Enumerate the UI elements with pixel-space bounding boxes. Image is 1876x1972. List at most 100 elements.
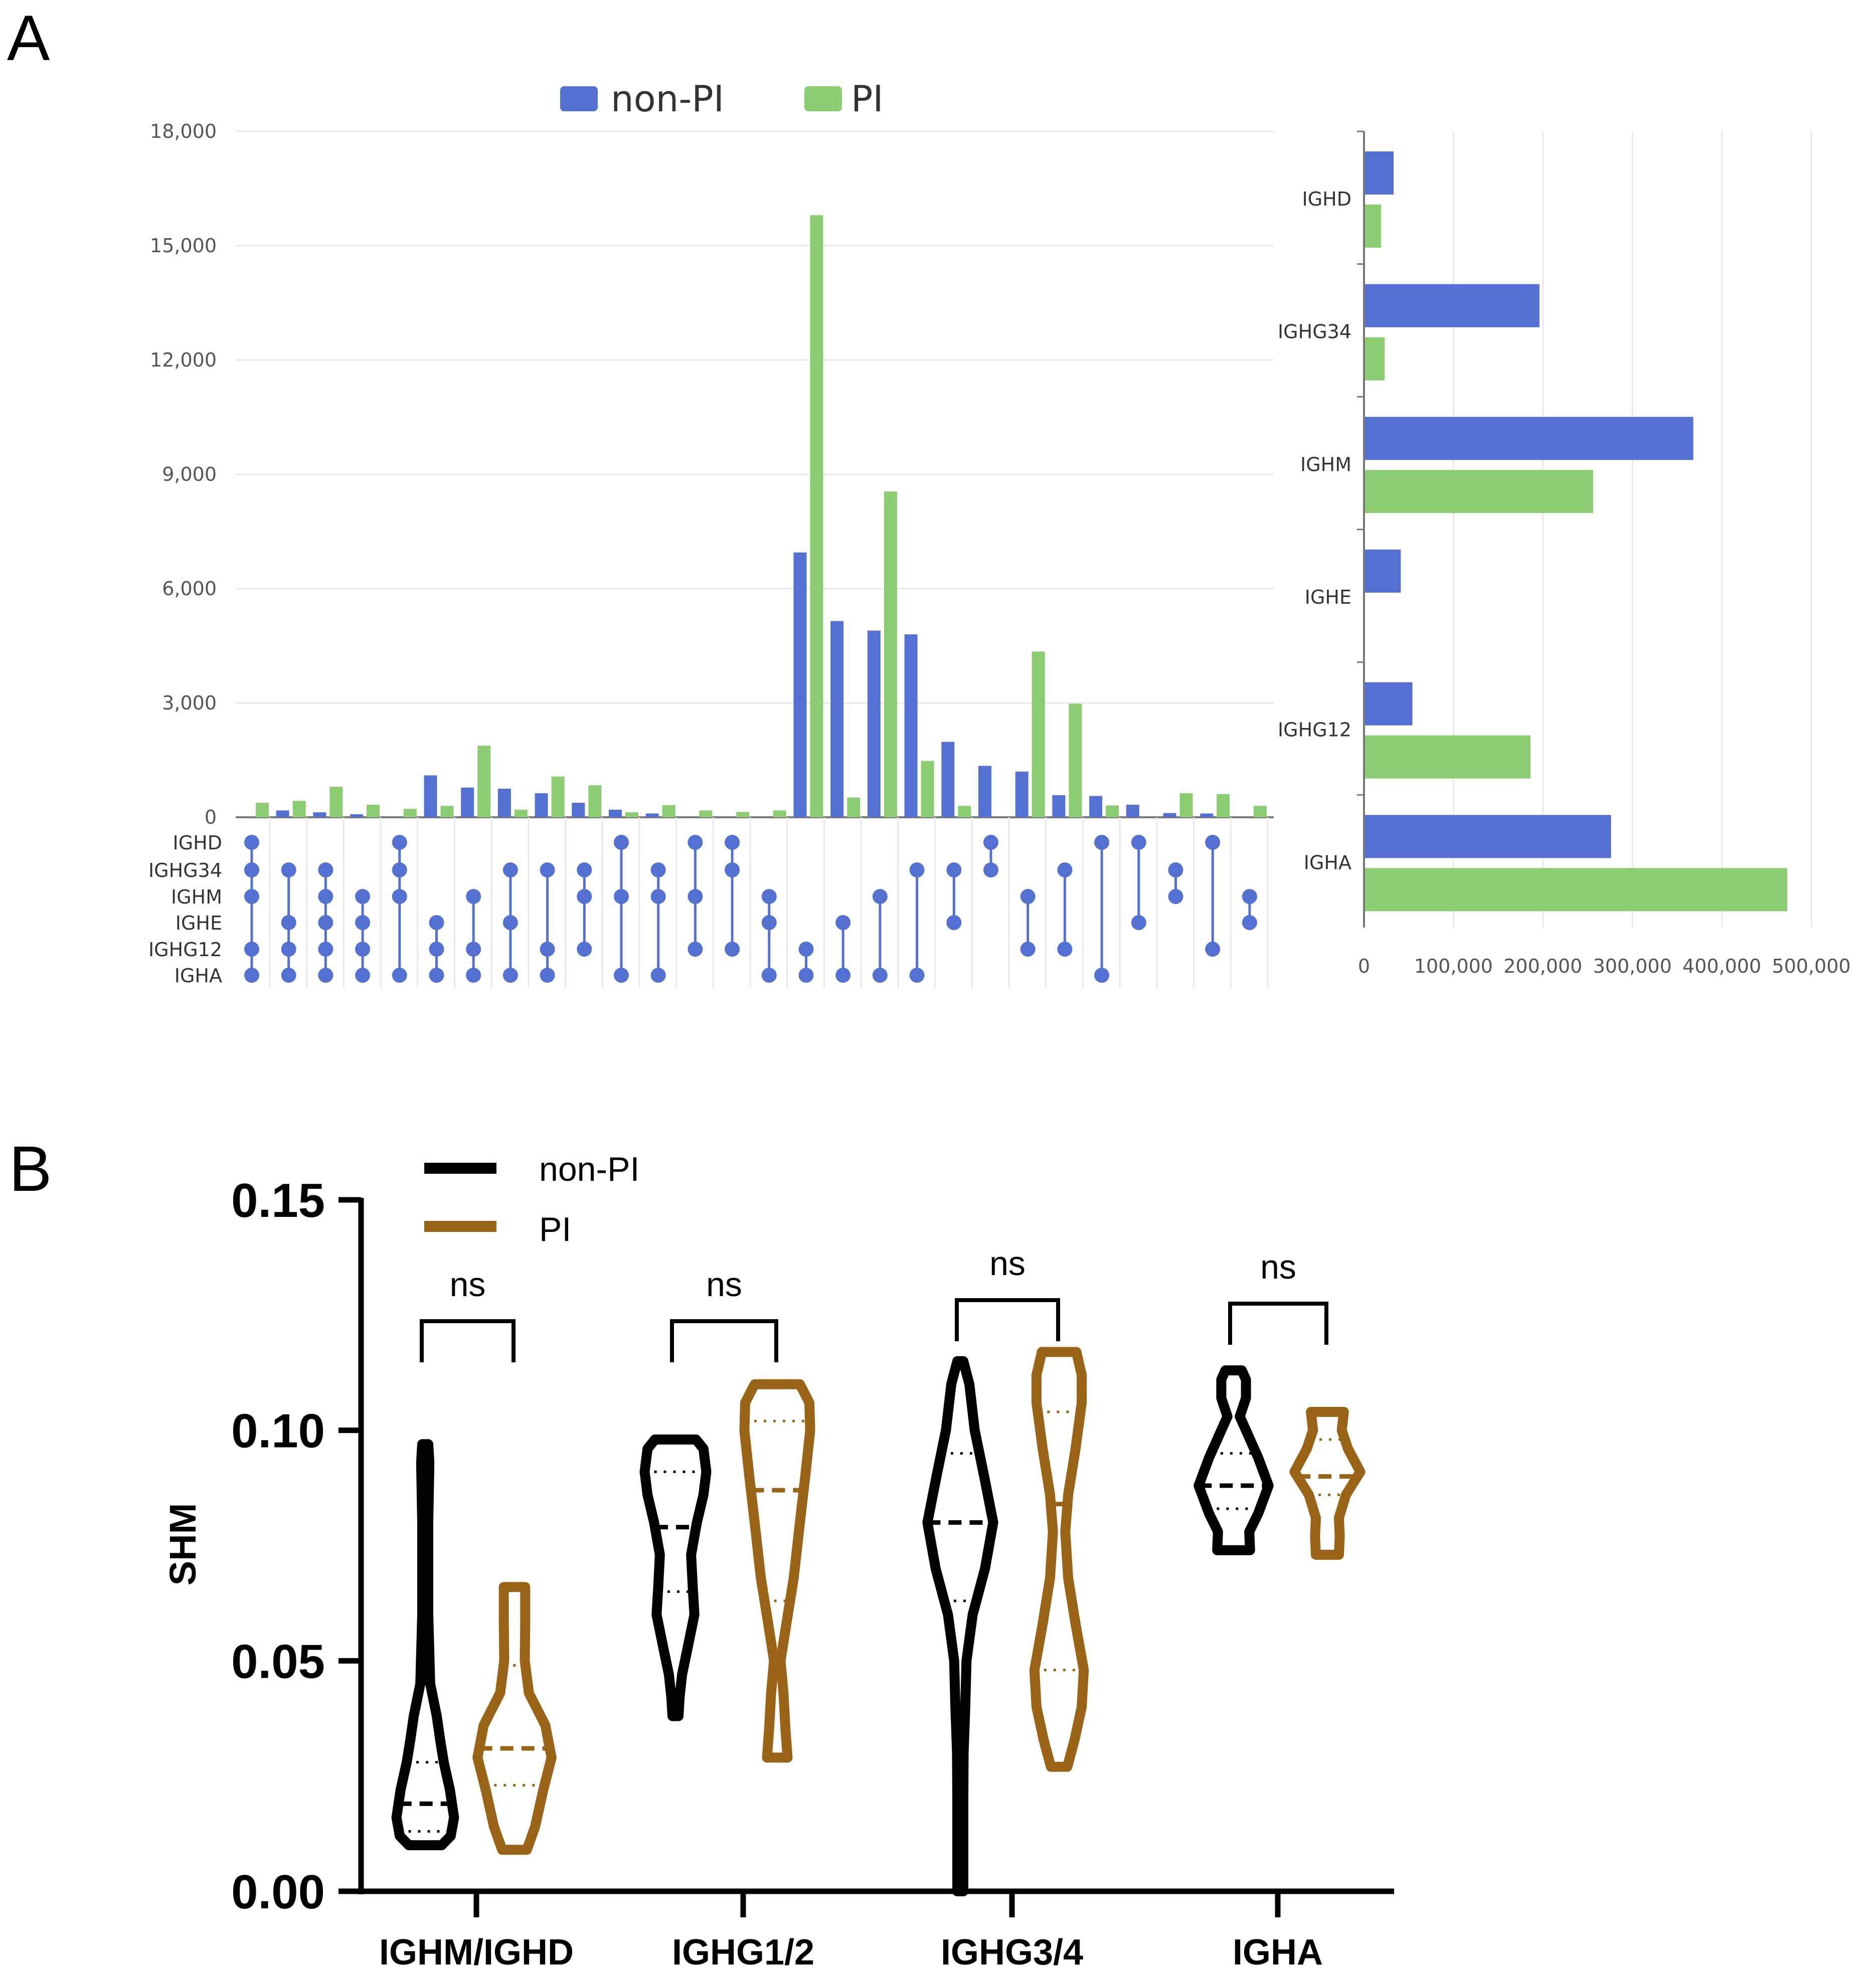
bar-non-pi [1163, 813, 1176, 817]
panel-letter-b: B [9, 1133, 52, 1205]
matrix-dot [725, 835, 740, 850]
matrix-dot [1057, 942, 1073, 957]
legend-b-label-non-pi: non-PI [539, 1150, 639, 1188]
ns-bracket [670, 1319, 778, 1362]
bar-pi [551, 776, 565, 817]
matrix-dot [1020, 942, 1036, 957]
bar-pi [1179, 793, 1193, 817]
ns-label: ns [706, 1266, 742, 1304]
violin-non-pi [639, 1435, 712, 1721]
matrix-dot [688, 942, 703, 957]
matrix-dot [502, 968, 518, 983]
matrix-dot [429, 915, 444, 930]
matrix-dot [392, 889, 407, 904]
matrix-dot [1131, 915, 1146, 930]
matrix-dot [1131, 835, 1146, 850]
bar-pi [773, 810, 786, 817]
y-tick-label: 0.05 [231, 1635, 325, 1688]
x-category-label: IGHA [1233, 1932, 1323, 1972]
bar-non-pi [1200, 813, 1214, 817]
matrix-dot [909, 862, 925, 877]
setsize-category-label: IGHG12 [1278, 719, 1351, 741]
matrix-dot [1205, 942, 1221, 957]
matrix-dot [577, 889, 592, 904]
matrix-dot [1057, 862, 1073, 877]
bar-non-pi [609, 809, 622, 817]
y-tick-label: 0.15 [231, 1174, 325, 1227]
bar-pi [662, 805, 675, 817]
set-label-ighd: IGHD [173, 832, 223, 854]
bar-non-pi [867, 630, 881, 817]
matrix-dot [281, 862, 296, 877]
matrix-dot [835, 968, 851, 983]
bar-pi [810, 215, 823, 818]
significance-brackets: ns ns ns ns [420, 1244, 1328, 1362]
matrix-dot [244, 968, 259, 983]
matrix-dot [355, 915, 371, 930]
matrix-dot [577, 942, 592, 957]
ns-bracket [1228, 1302, 1328, 1345]
matrix-dot [835, 915, 851, 930]
bar-non-pi [978, 766, 991, 817]
violin-pi [1289, 1406, 1366, 1560]
matrix-dot [1168, 862, 1183, 877]
upset-matrix: IGHD IGHG34 IGHM IGHE IGHG12 IGHA [148, 832, 1257, 987]
matrix-dot [725, 942, 740, 957]
matrix-dot [244, 889, 259, 904]
y-tick-label: 18,000 [150, 120, 217, 142]
y-tick-label: 6,000 [162, 578, 217, 600]
set-label-igha: IGHA [175, 965, 222, 987]
bar-pi [1106, 805, 1119, 817]
setsize-bar-pi [1365, 470, 1593, 513]
setsize-category-label: IGHD [1302, 188, 1352, 210]
matrix-dot [466, 942, 481, 957]
bar-pi [625, 812, 638, 817]
bar-pi [736, 812, 750, 817]
bar-pi [329, 787, 343, 817]
matrix-dot [761, 915, 777, 930]
setsize-category-label: IGHM [1300, 453, 1351, 475]
bar-pi [1253, 806, 1267, 817]
matrix-dot [318, 862, 333, 877]
matrix-dot [650, 862, 666, 877]
legend-b: non-PI PI [424, 1150, 639, 1248]
bar-non-pi [572, 803, 585, 817]
matrix-dot [1094, 968, 1110, 983]
ns-bracket [420, 1319, 516, 1362]
set-label-ighe: IGHE [176, 912, 222, 934]
bar-pi [440, 806, 454, 817]
setsize-bar-pi [1365, 868, 1788, 912]
bar-non-pi [313, 812, 326, 817]
matrix-dot [281, 968, 296, 983]
x-tick-label: 400,000 [1682, 955, 1761, 977]
violin-pi [739, 1379, 815, 1763]
matrix-dot [983, 835, 998, 850]
bar-non-pi [904, 634, 918, 817]
matrix-dot [761, 889, 777, 904]
bar-non-pi [1052, 795, 1066, 817]
matrix-dot [872, 968, 888, 983]
matrix-dot [318, 968, 333, 983]
matrix-dot [540, 968, 555, 983]
setsize-gridlines: 0 100,000 200,000 300,000 400,000 500,000 [1357, 130, 1851, 977]
matrix-dot [318, 889, 333, 904]
bar-pi [256, 803, 269, 817]
matrix-dot [466, 968, 481, 983]
matrix-dot [281, 915, 296, 930]
y-tick-label: 0.00 [231, 1865, 325, 1919]
ns-label: ns [1260, 1248, 1296, 1286]
upset-gridlines [236, 130, 1274, 988]
bar-pi [921, 761, 934, 817]
violin-axes: 0.00 0.05 0.10 0.15 IGHM/IGHD IGHG1/2 IGHG3/4 I… [231, 1174, 1394, 1972]
bar-non-pi [1126, 804, 1139, 817]
matrix-dot [577, 862, 592, 877]
x-category-label: IGHG1/2 [672, 1932, 814, 1972]
y-tick-label: 15,000 [150, 235, 217, 257]
x-tick-label: 0 [1358, 955, 1370, 977]
x-tick-label: 100,000 [1414, 955, 1493, 977]
setsize-category-label: IGHE [1305, 586, 1351, 608]
matrix-dot [355, 889, 371, 904]
matrix-dot [909, 968, 925, 983]
bar-pi [958, 806, 971, 817]
bar-pi [1032, 651, 1045, 817]
